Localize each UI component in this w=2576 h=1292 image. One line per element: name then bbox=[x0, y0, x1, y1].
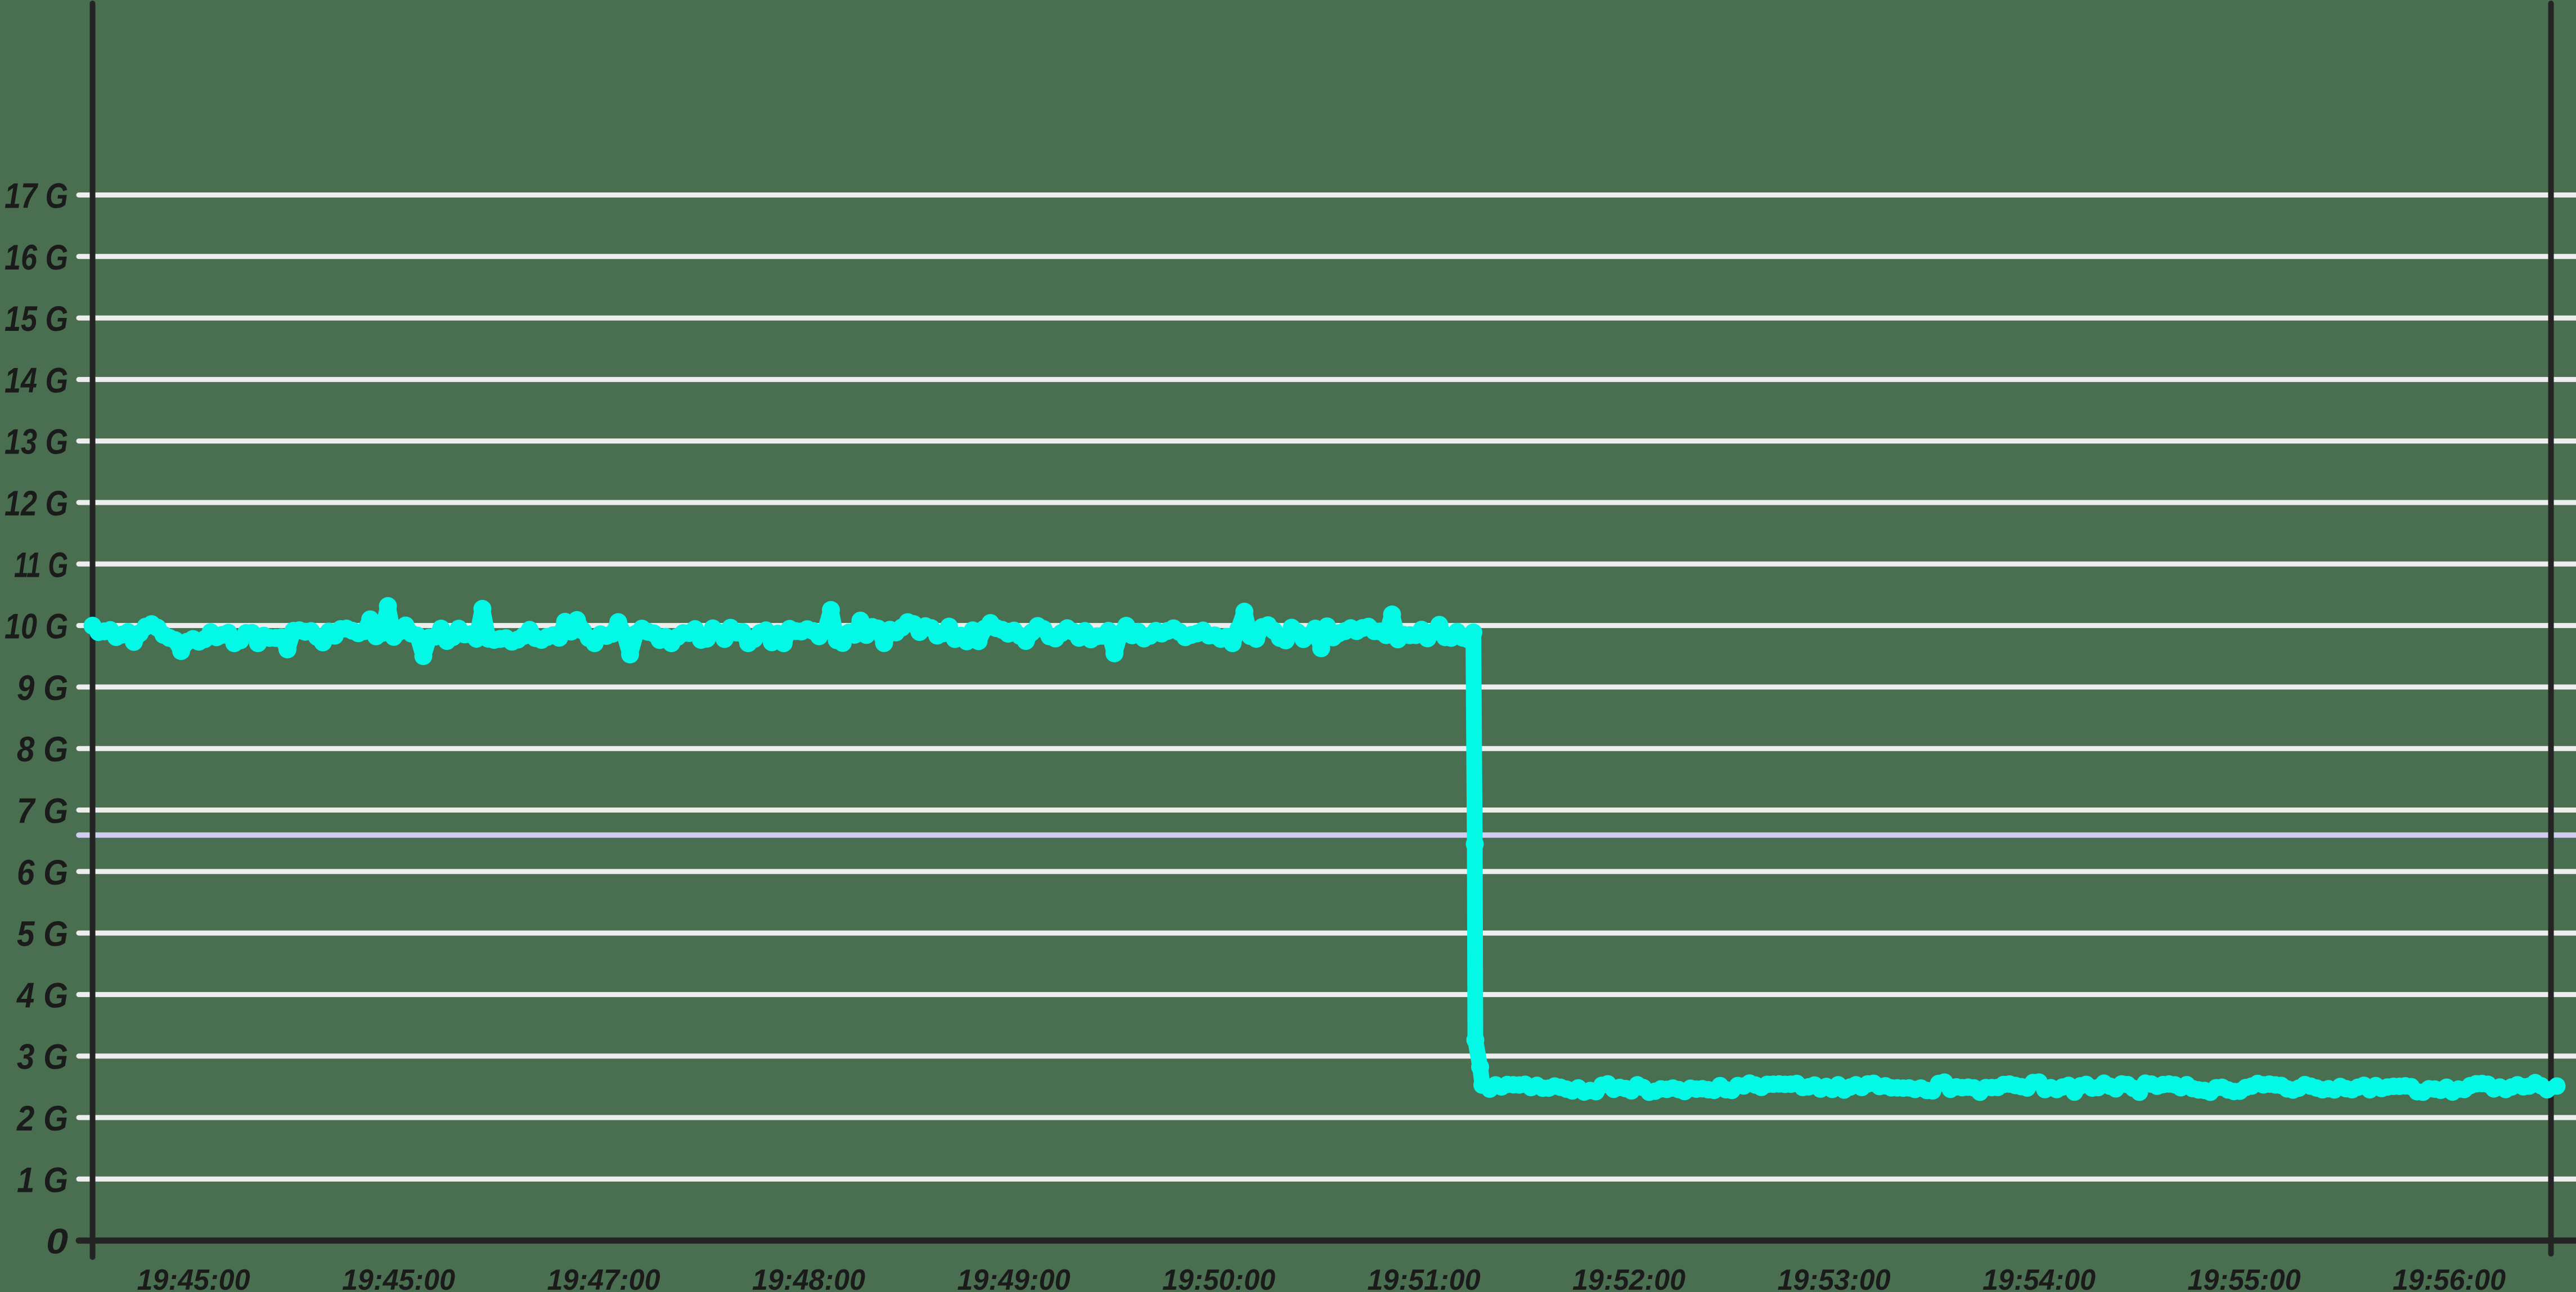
svg-text:19:51:00: 19:51:00 bbox=[1368, 1264, 1481, 1292]
svg-text:19:55:00: 19:55:00 bbox=[2188, 1264, 2301, 1292]
svg-text:0: 0 bbox=[46, 1222, 68, 1262]
svg-text:5 G: 5 G bbox=[17, 914, 68, 954]
svg-text:3 G: 3 G bbox=[17, 1038, 68, 1077]
svg-text:19:47:00: 19:47:00 bbox=[547, 1264, 660, 1292]
svg-text:4 G: 4 G bbox=[16, 976, 68, 1015]
svg-text:14 G: 14 G bbox=[5, 361, 68, 400]
svg-text:13 G: 13 G bbox=[5, 423, 68, 462]
svg-text:19:48:00: 19:48:00 bbox=[752, 1264, 865, 1292]
svg-text:16 G: 16 G bbox=[5, 238, 68, 277]
svg-text:6 G: 6 G bbox=[17, 853, 68, 892]
svg-text:19:45:00: 19:45:00 bbox=[137, 1264, 250, 1292]
svg-text:9 G: 9 G bbox=[17, 669, 68, 708]
svg-text:19:49:00: 19:49:00 bbox=[957, 1264, 1071, 1292]
svg-text:10 G: 10 G bbox=[5, 607, 68, 647]
svg-text:19:54:00: 19:54:00 bbox=[1982, 1264, 2096, 1292]
svg-text:12 G: 12 G bbox=[5, 484, 68, 523]
svg-text:1 G: 1 G bbox=[17, 1160, 68, 1200]
svg-text:2 G: 2 G bbox=[16, 1099, 68, 1138]
svg-text:19:50:00: 19:50:00 bbox=[1162, 1264, 1275, 1292]
svg-text:11 G: 11 G bbox=[14, 545, 68, 585]
svg-text:15 G: 15 G bbox=[5, 299, 68, 339]
svg-text:7 G: 7 G bbox=[17, 792, 68, 831]
svg-text:19:56:00: 19:56:00 bbox=[2393, 1264, 2506, 1292]
svg-text:17 G: 17 G bbox=[5, 177, 68, 216]
svg-text:19:45:00: 19:45:00 bbox=[342, 1264, 455, 1292]
svg-text:19:53:00: 19:53:00 bbox=[1778, 1264, 1891, 1292]
svg-text:19:52:00: 19:52:00 bbox=[1572, 1264, 1685, 1292]
svg-text:8 G: 8 G bbox=[17, 730, 68, 769]
